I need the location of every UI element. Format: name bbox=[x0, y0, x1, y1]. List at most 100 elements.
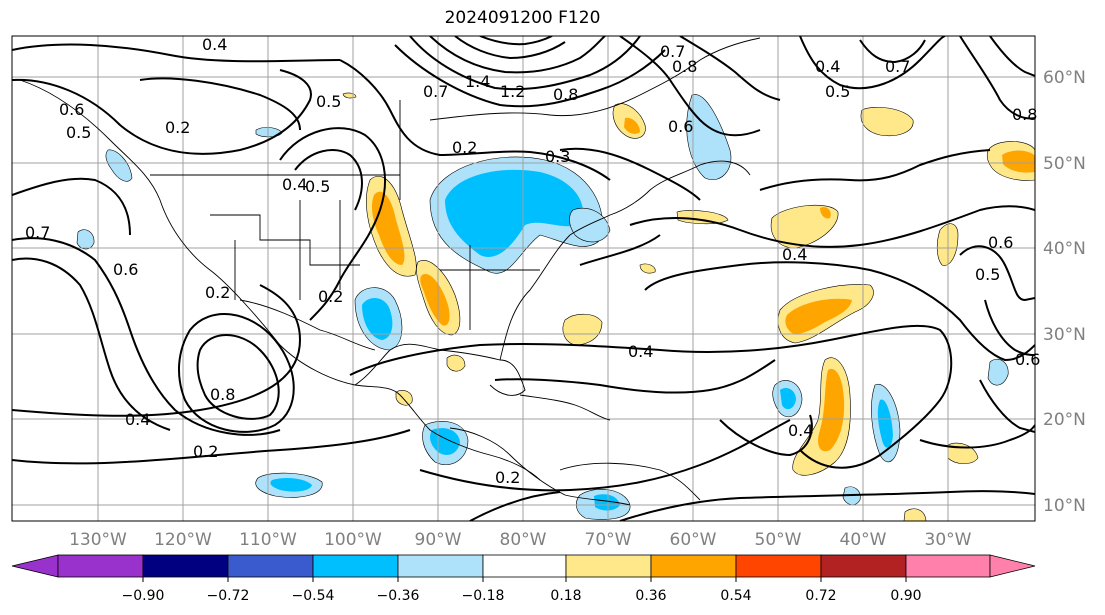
colorbar-segment bbox=[397, 554, 484, 578]
contour-label: 0.5 bbox=[66, 123, 91, 142]
shade-positive-atlantic-trop-core bbox=[818, 368, 845, 452]
lon-label: 70°W bbox=[585, 530, 632, 550]
shade-positive-maine-core bbox=[624, 117, 640, 134]
colorbar-tick-label: −0.90 bbox=[122, 588, 165, 604]
contour-label: 0.7 bbox=[885, 57, 910, 76]
contour-label: 0.4 bbox=[782, 245, 807, 264]
colorbar-tick-label: 0.36 bbox=[635, 588, 666, 604]
shade-negative-small-5 bbox=[105, 149, 133, 182]
contour-lines bbox=[12, 36, 1035, 521]
contour-label: 0.2 bbox=[495, 468, 520, 487]
colorbar-segment bbox=[735, 554, 822, 578]
contour-label: 0.2 bbox=[193, 442, 218, 461]
lat-label: 50°N bbox=[1043, 154, 1086, 174]
contour-label: 0.4 bbox=[125, 410, 150, 429]
shade-negative-texas-core bbox=[362, 298, 393, 340]
contour-label: 0.8 bbox=[672, 57, 697, 76]
contour-label: 0.5 bbox=[975, 265, 1000, 284]
colorbar-over-arrow bbox=[989, 554, 1036, 578]
colorbar-tick-labels: −0.90 −0.72 −0.54 −0.36 −0.18 0.18 0.36 … bbox=[122, 588, 922, 604]
contour-label: 0.6 bbox=[59, 100, 84, 119]
shade-negative-small-3 bbox=[76, 229, 95, 250]
lat-label: 20°N bbox=[1043, 410, 1086, 430]
lat-label: 30°N bbox=[1043, 325, 1086, 345]
shade-negative-atlantic-1-core bbox=[780, 388, 796, 410]
shade-negative-small-2 bbox=[987, 358, 1009, 386]
colorbar-segment bbox=[482, 554, 567, 578]
shade-positive-small-7 bbox=[903, 508, 927, 521]
lon-label: 130°W bbox=[69, 530, 127, 550]
colorbar-segment bbox=[650, 554, 737, 578]
shade-positive-midatl-1-core bbox=[820, 207, 831, 219]
colorbar-tick-label: −0.72 bbox=[207, 588, 250, 604]
map-gridlines bbox=[12, 36, 1035, 521]
colorbar-segment bbox=[312, 554, 399, 578]
colorbar-ticks bbox=[142, 577, 907, 582]
contour-label: 0.2 bbox=[452, 138, 477, 157]
contour-label: 0.3 bbox=[545, 147, 570, 166]
colorbar-segment bbox=[57, 554, 144, 578]
contour-label: 0.8 bbox=[553, 85, 578, 104]
colorbar-under-arrow bbox=[11, 554, 59, 578]
lon-label: 80°W bbox=[500, 530, 547, 550]
longitude-labels: 130°W 120°W 110°W 100°W 90°W 80°W 70°W 6… bbox=[69, 530, 972, 550]
colorbar-segment bbox=[565, 554, 652, 578]
contour-label: 0.5 bbox=[305, 177, 330, 196]
contour-label: 0.4 bbox=[628, 342, 653, 361]
shade-positive-small-9 bbox=[342, 92, 357, 99]
coastlines bbox=[19, 37, 761, 506]
contour-label: 0.8 bbox=[210, 385, 235, 404]
contour-label: 0.7 bbox=[423, 82, 448, 101]
contour-label: 0.5 bbox=[825, 82, 850, 101]
shade-positive-small-3 bbox=[446, 354, 466, 372]
shade-positive-far-east-core bbox=[1002, 150, 1035, 173]
lat-label: 60°N bbox=[1043, 68, 1086, 88]
colorbar-tick-label: −0.54 bbox=[292, 588, 335, 604]
colorbar-segment bbox=[227, 554, 314, 578]
shade-positive-small-1 bbox=[562, 313, 603, 346]
shade-positive-atlantic-subtrop-core bbox=[785, 298, 852, 334]
shade-negative-great-lakes-core bbox=[445, 169, 584, 257]
lon-label: 120°W bbox=[154, 530, 212, 550]
colorbar-segment bbox=[142, 554, 229, 578]
shade-negative-pacific-core bbox=[270, 477, 312, 492]
contour-label: 0.5 bbox=[316, 92, 341, 111]
colorbar-tick-label: 0.54 bbox=[720, 588, 751, 604]
contour-label: 0.7 bbox=[660, 42, 685, 61]
contour-labels: 0.4 0.2 0.5 0.4 0.7 0.6 0.2 0.8 0.4 0.2 … bbox=[25, 35, 1040, 487]
lon-label: 50°W bbox=[755, 530, 802, 550]
lon-label: 30°W bbox=[925, 530, 972, 550]
lon-label: 90°W bbox=[415, 530, 462, 550]
lon-label: 110°W bbox=[239, 530, 297, 550]
contour-label: 0.8 bbox=[1012, 105, 1037, 124]
colorbar-segment bbox=[905, 554, 991, 578]
map-title: 2024091200 F120 bbox=[444, 8, 601, 28]
lon-label: 40°W bbox=[840, 530, 887, 550]
colorbar-tick-label: 0.72 bbox=[805, 588, 836, 604]
contour-label: 0.4 bbox=[202, 35, 227, 54]
contour-label: 0.6 bbox=[113, 260, 138, 279]
shade-positive-midatl-2 bbox=[860, 107, 914, 137]
colorbar bbox=[11, 554, 1036, 578]
colorbar-tick-label: 0.90 bbox=[890, 588, 921, 604]
contour-label: 1.2 bbox=[500, 82, 525, 101]
shade-negative-newfoundland bbox=[686, 94, 732, 180]
contour-label: 0.7 bbox=[25, 223, 50, 242]
map-frame bbox=[11, 35, 1036, 522]
shade-positive-mississippi-core bbox=[420, 274, 450, 326]
lon-label: 60°W bbox=[670, 530, 717, 550]
shade-positive-small-8 bbox=[639, 263, 656, 274]
colorbar-tick-label: −0.36 bbox=[377, 588, 420, 604]
lat-label: 10°N bbox=[1043, 496, 1086, 516]
contour-label: 0.6 bbox=[988, 233, 1013, 252]
lon-label: 100°W bbox=[324, 530, 382, 550]
contour-label: 1.4 bbox=[465, 72, 490, 91]
shade-positive-small-5 bbox=[676, 210, 729, 225]
contour-label: 0.4 bbox=[282, 175, 307, 194]
colorbar-tick-label: 0.18 bbox=[550, 588, 581, 604]
lat-label: 40°N bbox=[1043, 239, 1086, 259]
contour-label: 0.4 bbox=[815, 57, 840, 76]
colorbar-segment bbox=[820, 554, 907, 578]
shade-positive-small-4 bbox=[395, 390, 413, 406]
